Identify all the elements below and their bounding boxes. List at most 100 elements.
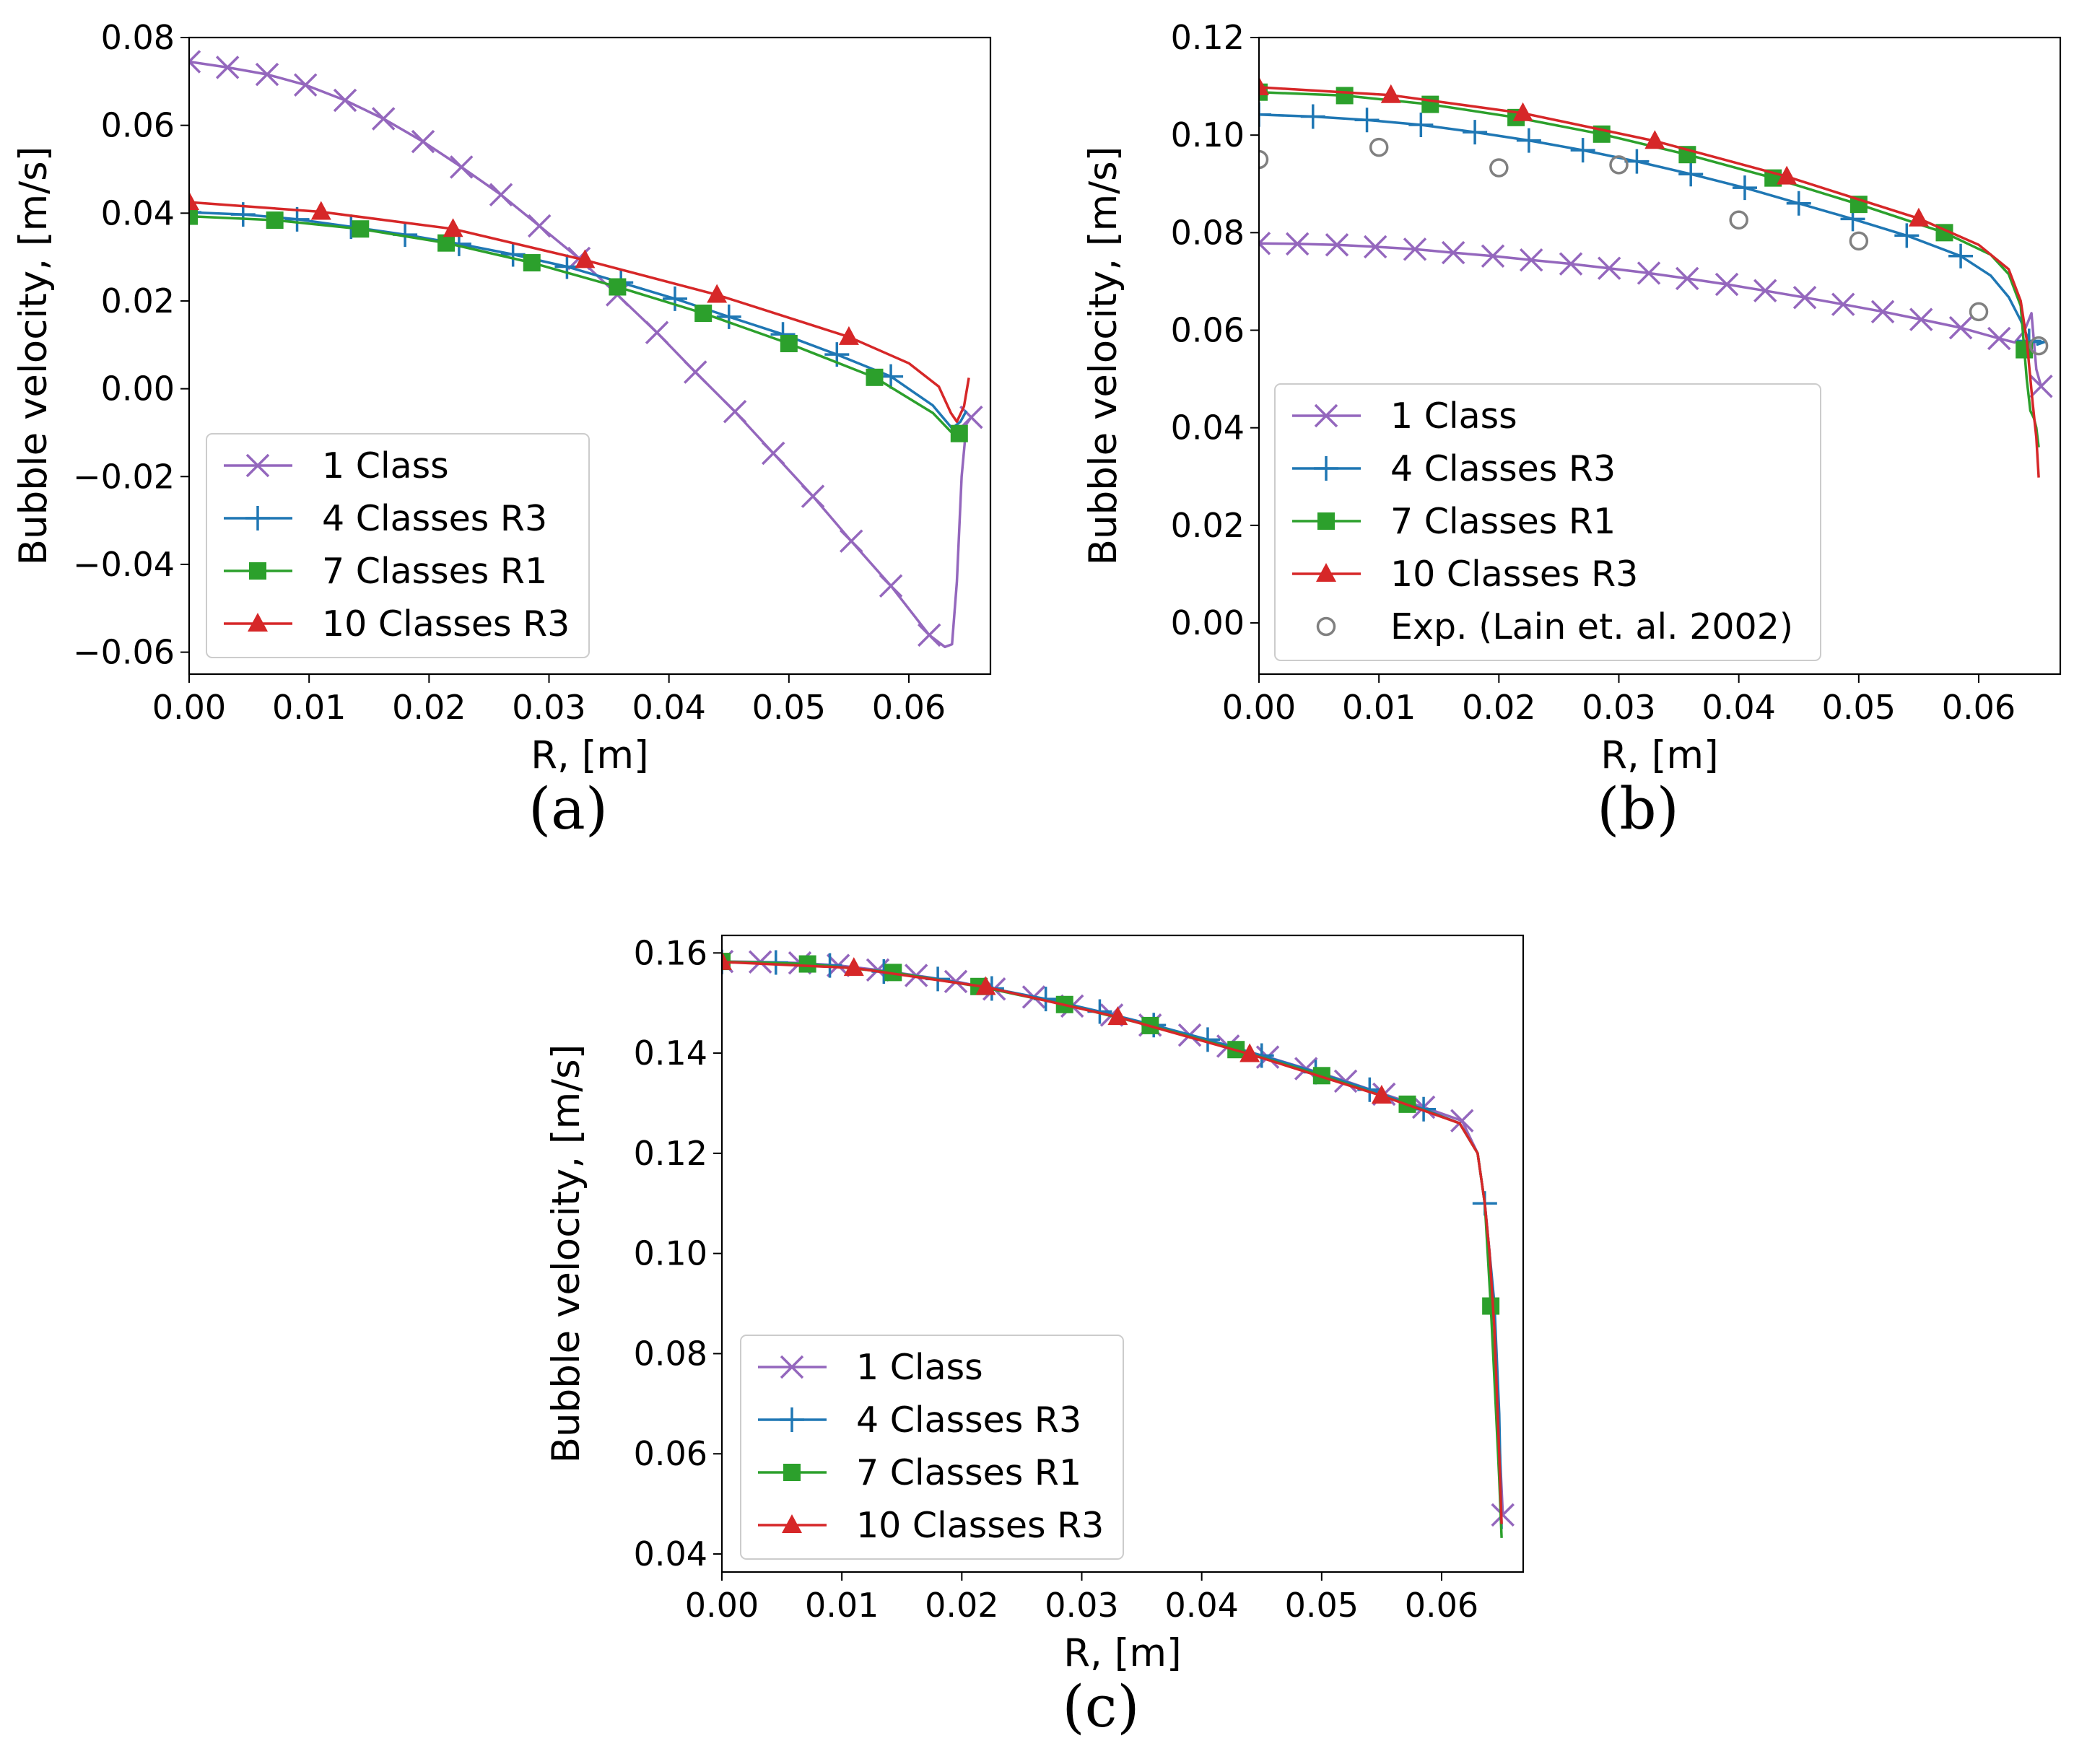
plot-area	[722, 949, 1515, 1538]
x-tick-label: 0.04	[1702, 688, 1775, 727]
data-point	[801, 484, 825, 508]
y-tick-label: 0.04	[101, 193, 175, 232]
data-point	[371, 107, 396, 131]
legend-label: 4 Classes R3	[856, 1400, 1081, 1441]
data-point	[2029, 375, 2053, 398]
panel-label: (c)	[1062, 1673, 1139, 1740]
data-point	[1408, 112, 1434, 137]
data-point	[1450, 1109, 1474, 1132]
series-10-classes-r3	[189, 191, 970, 423]
y-tick-label: 0.14	[634, 1034, 707, 1073]
series-7-classes-r1	[189, 207, 968, 442]
legend-label: 1 Class	[322, 445, 449, 486]
data-point	[1624, 149, 1650, 174]
data-point	[189, 50, 201, 74]
y-tick-label: −0.02	[73, 457, 175, 496]
data-point	[1285, 232, 1310, 256]
data-point	[1519, 248, 1543, 272]
data-point	[443, 218, 463, 237]
data-point	[1777, 165, 1798, 185]
legend-label: 4 Classes R3	[1390, 448, 1616, 489]
legend-marker	[245, 506, 270, 530]
legend-marker	[780, 1355, 804, 1379]
x-tick-label: 0.05	[752, 688, 826, 727]
legend-label: 7 Classes R1	[1390, 501, 1616, 542]
data-point	[1849, 231, 1869, 251]
series-10-classes-r3	[1259, 76, 2040, 478]
legend-marker	[1317, 512, 1335, 530]
data-point	[838, 326, 859, 345]
x-tick-label: 0.05	[1285, 1586, 1359, 1625]
data-point	[1909, 307, 1933, 331]
data-point	[645, 320, 669, 344]
data-point	[2029, 336, 2049, 356]
data-point	[489, 183, 513, 207]
series-10-classes-r3	[722, 951, 1503, 1524]
axes-frame	[1258, 36, 2062, 676]
data-point	[843, 957, 864, 977]
axes-frame	[188, 36, 992, 676]
data-point	[1259, 149, 1269, 170]
data-point	[1516, 128, 1541, 153]
x-tick-label: 0.03	[1582, 688, 1655, 727]
x-axis-label: R, [m]	[1063, 1631, 1182, 1675]
data-point	[707, 284, 728, 303]
data-point	[1714, 272, 1739, 297]
data-point	[1441, 240, 1465, 265]
legend-marker	[248, 613, 268, 632]
series-1-class	[1259, 231, 2053, 398]
legend-label: 4 Classes R3	[322, 498, 547, 539]
x-axis-label: R, [m]	[1600, 733, 1719, 777]
data-point	[1675, 266, 1699, 291]
data-point	[1403, 237, 1427, 261]
y-axis-label: Bubble velocity, [m/s]	[12, 147, 56, 566]
y-tick-label: 0.06	[1171, 311, 1245, 350]
data-point	[959, 405, 983, 429]
y-tick-label: −0.04	[73, 545, 175, 584]
series-4-classes-r3	[189, 200, 968, 430]
data-point	[449, 155, 474, 179]
x-tick-label: 0.04	[632, 688, 705, 727]
data-point	[437, 234, 456, 252]
series-1-class	[189, 50, 983, 649]
y-tick-label: 0.08	[1171, 213, 1245, 252]
data-point	[333, 88, 357, 113]
data-point	[762, 441, 785, 466]
x-tick-label: 0.04	[1164, 1586, 1238, 1625]
data-point	[780, 334, 798, 352]
y-tick-label: 0.10	[634, 1234, 707, 1273]
panel-c-chart: 0.00 0.01 0.02 0.03 0.04 0.05 0.06 0.04 0.06 0.08…	[544, 933, 1525, 1740]
data-point	[1336, 87, 1354, 105]
data-point	[723, 400, 747, 424]
panel-label: (a)	[528, 775, 608, 842]
y-tick-label: 0.00	[1171, 603, 1245, 642]
legend-label: 10 Classes R3	[856, 1505, 1104, 1546]
y-tick-label: 0.10	[1171, 115, 1245, 154]
y-tick-label: 0.08	[634, 1334, 707, 1373]
legend: 1 Class 4 Classes R3 7 Classes R1 10 Classe…	[740, 1335, 1124, 1560]
data-point	[1369, 137, 1389, 157]
y-tick-label: 0.02	[101, 281, 175, 320]
data-point	[527, 214, 552, 238]
series-line	[1259, 113, 2047, 346]
data-point	[310, 201, 331, 220]
x-tick-label: 0.01	[1342, 688, 1416, 727]
legend-label: 7 Classes R1	[322, 551, 547, 592]
data-point	[1678, 162, 1704, 187]
panel-b-chart: 0.00 0.01 0.02 0.03 0.04 0.05 0.06 0.00 0.02 0.04…	[1081, 18, 2062, 842]
legend-marker	[780, 1407, 804, 1432]
legend-label: 1 Class	[856, 1347, 983, 1388]
legend-label: 10 Classes R3	[322, 603, 570, 645]
legend: 1 Class 4 Classes R3 7 Classes R1 10 Classe…	[1274, 383, 1821, 661]
y-tick-label: 0.04	[1171, 409, 1245, 447]
data-point	[352, 220, 370, 238]
panel-label: (b)	[1597, 775, 1679, 842]
data-point	[722, 951, 732, 970]
y-tick-label: 0.12	[1171, 18, 1245, 57]
data-point	[716, 304, 741, 329]
data-point	[1729, 210, 1748, 230]
x-tick-label: 0.06	[872, 688, 946, 727]
data-point	[798, 955, 816, 973]
series-exp-lain-et-al-2002-	[1259, 137, 2049, 356]
legend-label: Exp. (Lain et. al. 2002)	[1390, 606, 1793, 647]
